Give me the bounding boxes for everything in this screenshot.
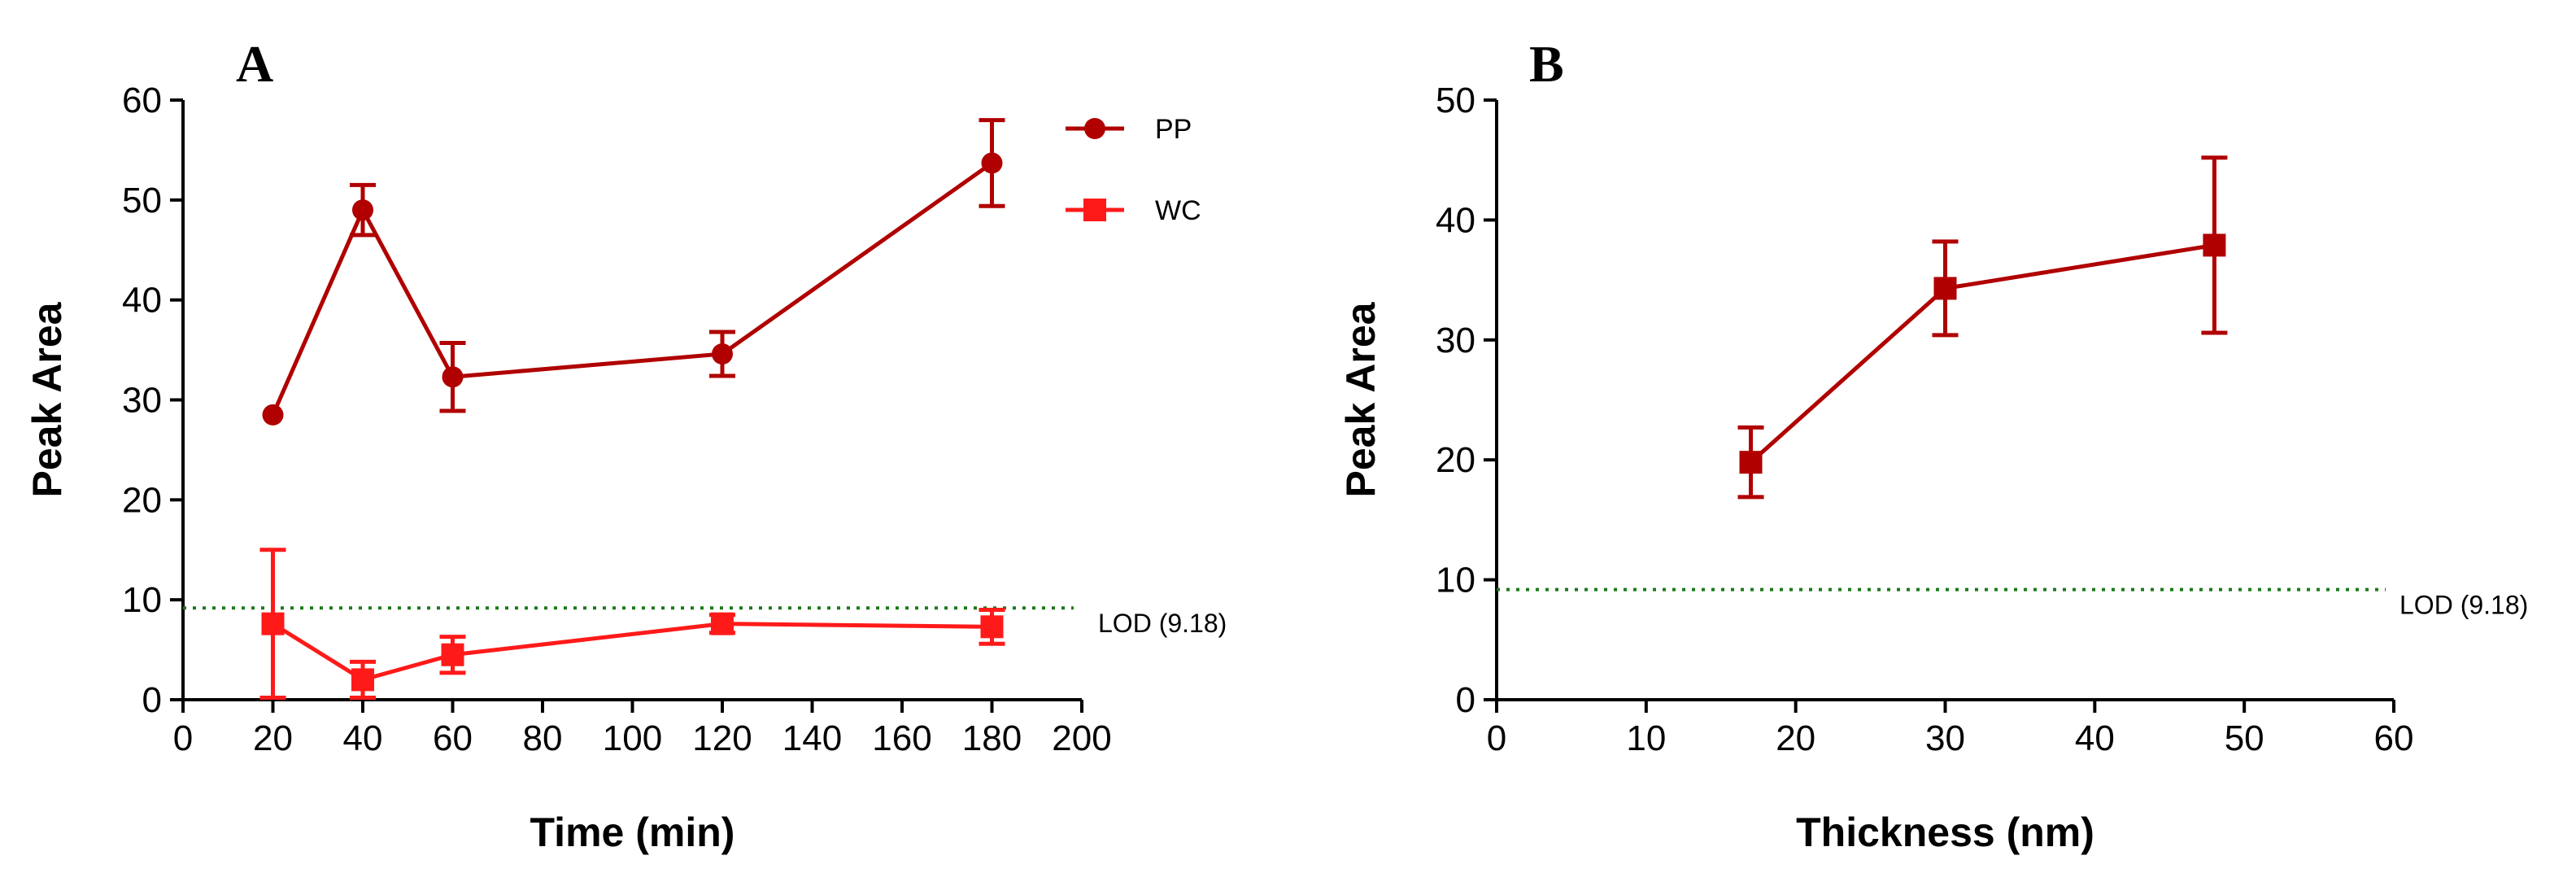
- panel-letter: B: [1529, 35, 1564, 93]
- y-tick-label: 10: [1436, 561, 1475, 600]
- x-axis-title: Thickness (nm): [1796, 810, 2094, 855]
- lod-label: LOD (9.18): [2399, 591, 2528, 620]
- data-point: [262, 404, 284, 426]
- legend-item-pp: PP: [1066, 114, 1192, 145]
- y-tick-label: 0: [142, 680, 162, 720]
- x-tick-label: 160: [872, 718, 931, 758]
- x-axis-title: Time (min): [530, 810, 735, 855]
- data-point: [712, 343, 733, 365]
- data-point: [352, 199, 373, 221]
- y-tick-label: 60: [122, 81, 162, 120]
- legend-marker: [1084, 118, 1105, 139]
- x-tick-label: 120: [692, 718, 752, 758]
- series-thickness: [1737, 155, 2228, 500]
- x-tick-label: 20: [1776, 718, 1815, 758]
- y-tick-label: 40: [122, 281, 162, 321]
- y-tick-label: 20: [1436, 440, 1475, 480]
- y-tick-label: 20: [122, 480, 162, 520]
- legend-label: PP: [1155, 114, 1192, 145]
- lod-label: LOD (9.18): [1098, 609, 1227, 638]
- x-tick-label: 40: [343, 718, 383, 758]
- panel-b: B 0 10 20 30 40 50 60 0 10 20 30 40 50 Thickness (nm) P…: [1338, 35, 2528, 855]
- x-tick-label: 60: [2374, 718, 2414, 758]
- y-axis-title: Peak Area: [1338, 301, 1384, 497]
- panel-letter: A: [236, 35, 273, 93]
- y-tick-label: 30: [122, 381, 162, 421]
- x-tick-label: 0: [173, 718, 193, 758]
- data-point: [351, 668, 374, 692]
- data-point: [980, 615, 1004, 639]
- x-tick-label: 40: [2075, 718, 2115, 758]
- data-point: [442, 366, 464, 388]
- data-point: [711, 612, 734, 635]
- panel-a: A 0 20 40 60 80 100 120 140 160 180 200 0 10 20 30 40 50 6…: [24, 35, 1227, 855]
- series-wc: [259, 548, 1005, 701]
- data-point: [441, 643, 464, 666]
- y-tick-label: 50: [1436, 81, 1475, 120]
- x-tick-label: 180: [962, 718, 1022, 758]
- y-tick-label: 50: [122, 181, 162, 220]
- x-tick-label: 10: [1626, 718, 1666, 758]
- y-axis-title: Peak Area: [24, 301, 70, 497]
- legend-item-wc: WC: [1066, 195, 1201, 226]
- legend-marker: [1083, 199, 1106, 221]
- data-point: [1739, 451, 1763, 474]
- y-tick-label: 30: [1436, 321, 1475, 360]
- x-tick-label: 140: [782, 718, 842, 758]
- y-tick-label: 0: [1456, 680, 1475, 720]
- x-tick-label: 20: [253, 718, 293, 758]
- legend-label: WC: [1155, 195, 1201, 226]
- data-point: [981, 152, 1003, 174]
- y-tick-label: 10: [122, 580, 162, 620]
- x-tick-label: 60: [433, 718, 473, 758]
- x-tick-label: 100: [603, 718, 662, 758]
- x-tick-label: 80: [523, 718, 563, 758]
- x-tick-label: 0: [1487, 718, 1506, 758]
- data-point: [2203, 234, 2226, 257]
- data-point: [261, 612, 285, 635]
- x-tick-label: 30: [1925, 718, 1965, 758]
- series-pp: [262, 118, 1005, 426]
- data-point: [1933, 277, 1957, 300]
- x-tick-label: 200: [1052, 718, 1111, 758]
- x-tick-label: 50: [2225, 718, 2264, 758]
- y-tick-label: 40: [1436, 200, 1475, 240]
